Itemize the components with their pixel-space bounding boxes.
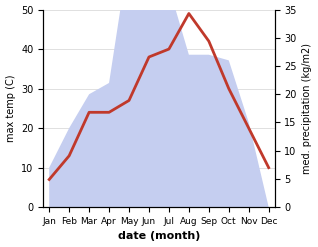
X-axis label: date (month): date (month) xyxy=(118,231,200,242)
Y-axis label: max temp (C): max temp (C) xyxy=(5,75,16,142)
Y-axis label: med. precipitation (kg/m2): med. precipitation (kg/m2) xyxy=(302,43,313,174)
